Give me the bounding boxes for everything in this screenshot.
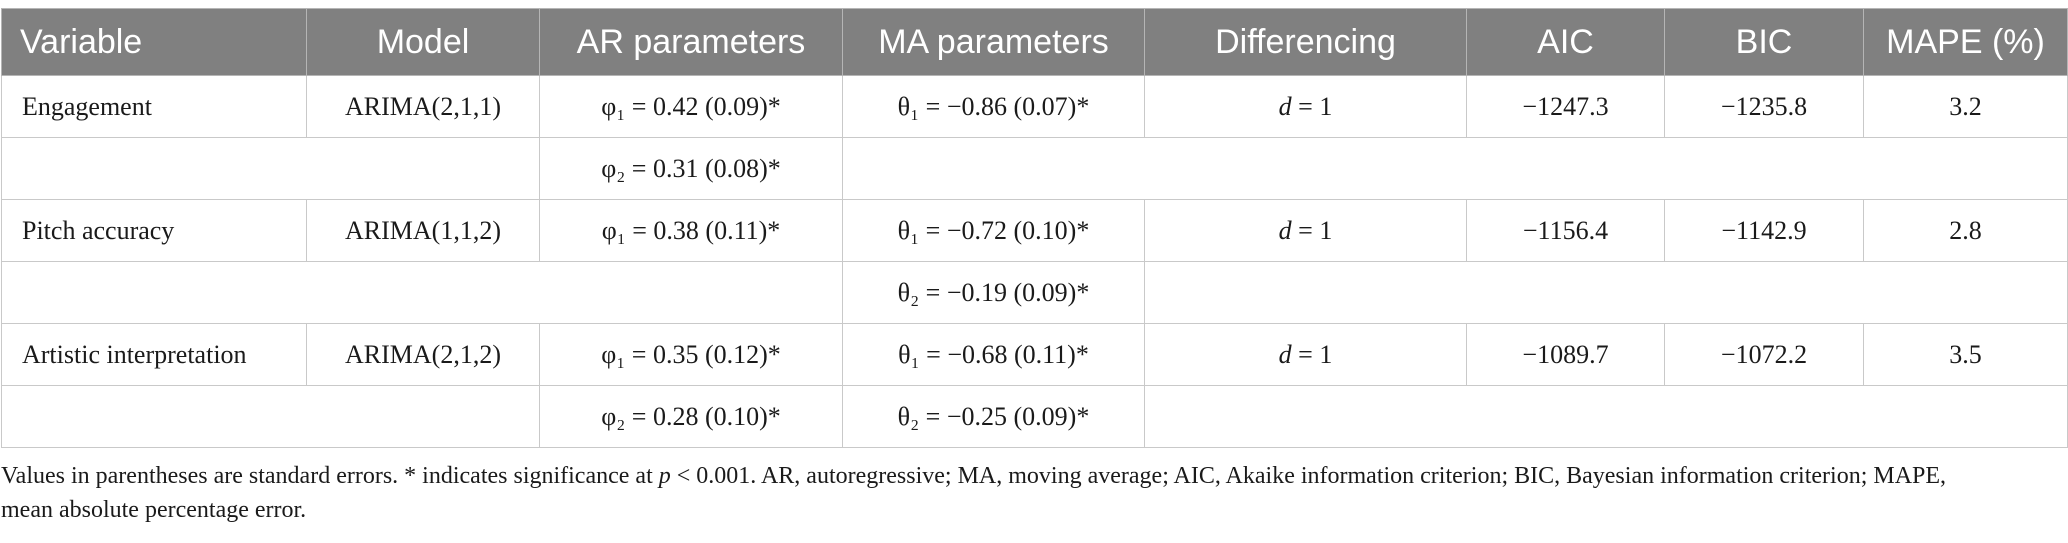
- cell-differencing: d = 1: [1144, 75, 1467, 138]
- cell-model: ARIMA(1,1,2): [306, 199, 540, 262]
- cell-bic: −1142.9: [1664, 199, 1864, 262]
- table-row: Artistic interpretation ARIMA(2,1,2) φ₁ …: [1, 323, 2068, 386]
- d-value: = 1: [1291, 215, 1333, 245]
- header-row: Variable Model AR parameters MA paramete…: [1, 8, 2068, 76]
- cell-differencing: d = 1: [1144, 199, 1467, 262]
- cell-empty: [1, 137, 540, 200]
- cell-ma: θ₁ = −0.68 (0.11)*: [842, 323, 1145, 386]
- cell-aic: −1247.3: [1466, 75, 1665, 138]
- cell-empty: [1, 385, 540, 448]
- cell-mape: 3.2: [1863, 75, 2068, 138]
- d-value: = 1: [1291, 339, 1333, 369]
- cell-mape: 3.5: [1863, 323, 2068, 386]
- cell-empty: [1144, 385, 2068, 448]
- header-mape: MAPE (%): [1863, 8, 2068, 76]
- cell-ma-second: θ₂ = −0.19 (0.09)*: [842, 261, 1145, 324]
- table-footnote: Values in parentheses are standard error…: [1, 459, 1991, 527]
- d-value: = 1: [1291, 91, 1333, 121]
- d-symbol: d: [1278, 339, 1292, 369]
- cell-model: ARIMA(2,1,1): [306, 75, 540, 138]
- cell-differencing: d = 1: [1144, 323, 1467, 386]
- table-row: Engagement ARIMA(2,1,1) φ₁ = 0.42 (0.09)…: [1, 75, 2068, 138]
- header-differencing: Differencing: [1144, 8, 1467, 76]
- cell-bic: −1235.8: [1664, 75, 1864, 138]
- cell-empty: [1144, 261, 2068, 324]
- footnote-text-1: Values in parentheses are standard error…: [1, 463, 659, 489]
- header-model: Model: [306, 8, 540, 76]
- cell-ma: θ₁ = −0.86 (0.07)*: [842, 75, 1145, 138]
- table-subrow: φ₂ = 0.28 (0.10)* θ₂ = −0.25 (0.09)*: [1, 385, 2068, 448]
- footnote-p-symbol: p: [658, 463, 671, 489]
- d-symbol: d: [1278, 91, 1292, 121]
- cell-bic: −1072.2: [1664, 323, 1864, 386]
- cell-ar-second: [1, 261, 843, 324]
- header-variable: Variable: [1, 8, 307, 76]
- arima-results-table: Variable Model AR parameters MA paramete…: [1, 8, 2068, 448]
- cell-variable: Artistic interpretation: [1, 323, 307, 386]
- cell-variable: Engagement: [1, 75, 307, 138]
- table-subrow: θ₂ = −0.19 (0.09)*: [1, 261, 2068, 324]
- cell-ma: θ₁ = −0.72 (0.10)*: [842, 199, 1145, 262]
- header-ma-parameters: MA parameters: [842, 8, 1145, 76]
- table-subrow: φ₂ = 0.31 (0.08)*: [1, 137, 2068, 200]
- cell-ar: φ₁ = 0.42 (0.09)*: [539, 75, 843, 138]
- cell-ar-second: φ₂ = 0.31 (0.08)*: [539, 137, 843, 200]
- cell-ar: φ₁ = 0.38 (0.11)*: [539, 199, 843, 262]
- cell-model: ARIMA(2,1,2): [306, 323, 540, 386]
- cell-ar-second: φ₂ = 0.28 (0.10)*: [539, 385, 843, 448]
- cell-aic: −1089.7: [1466, 323, 1665, 386]
- footnote-text-2: < 0.001. AR, autoregressive; MA, moving …: [1, 463, 1947, 523]
- header-aic: AIC: [1466, 8, 1665, 76]
- table-row: Pitch accuracy ARIMA(1,1,2) φ₁ = 0.38 (0…: [1, 199, 2068, 262]
- header-ar-parameters: AR parameters: [539, 8, 843, 76]
- header-bic: BIC: [1664, 8, 1864, 76]
- cell-ma-second: θ₂ = −0.25 (0.09)*: [842, 385, 1145, 448]
- cell-ma-second: [842, 137, 2068, 200]
- cell-aic: −1156.4: [1466, 199, 1665, 262]
- cell-variable: Pitch accuracy: [1, 199, 307, 262]
- d-symbol: d: [1278, 215, 1292, 245]
- cell-ar: φ₁ = 0.35 (0.12)*: [539, 323, 843, 386]
- cell-mape: 2.8: [1863, 199, 2068, 262]
